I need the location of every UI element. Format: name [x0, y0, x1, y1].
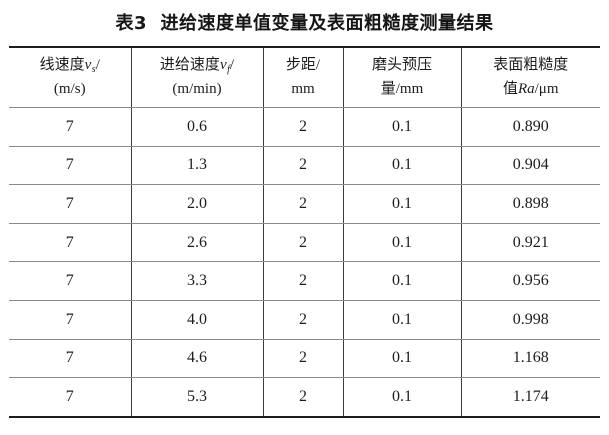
table-header: 线速度vs/ (m/s) 进给速度vf/ (m/min) 步距/ mm 磨头预压… [9, 47, 600, 108]
table-cell: 2 [262, 339, 343, 379]
header-roughness-label: 表面粗糙度 [493, 57, 569, 74]
header-linear-speed: 线速度vs/ (m/s) [9, 47, 131, 108]
table-cell: 2 [262, 223, 343, 263]
table-cell: 0.956 [460, 261, 600, 301]
table-cell: 2 [262, 300, 343, 340]
header-feed-speed-symbol: v [219, 57, 227, 74]
table-cell: 4.0 [130, 300, 263, 340]
table-cell: 0.921 [460, 223, 600, 263]
table-cell: 7 [9, 107, 131, 147]
table-cell: 1.3 [130, 146, 263, 186]
table-cell: 2 [262, 261, 343, 301]
header-feed-speed-subscript: f [227, 64, 230, 76]
table-cell: 2.0 [130, 184, 263, 224]
header-preload: 磨头预压 量/mm [342, 47, 461, 108]
table-cell: 7 [9, 339, 131, 379]
table-cell: 3.3 [130, 261, 263, 301]
table-cell: 7 [65, 387, 74, 405]
header-feed-speed: 进给速度vf/ (m/min) [130, 47, 263, 108]
table-cell: 2 [262, 107, 343, 147]
header-roughness: 表面粗糙度 值Ra/μm [460, 47, 600, 108]
header-linear-speed-label: 线速度 [39, 57, 85, 74]
table-row: 7 2.6 2 0.1 0.921 [9, 223, 600, 263]
table-cell: 0.1 [342, 377, 461, 417]
measurement-table: 线速度vs/ (m/s) 进给速度vf/ (m/min) 步距/ mm 磨头预压… [9, 46, 600, 418]
table-cell: 0.1 [342, 146, 461, 186]
header-preload-unit: 量/mm [380, 80, 424, 97]
table-cell: 0.1 [342, 261, 461, 301]
table-cell: 0.998 [460, 300, 600, 340]
table-row: 7 4.0 2 0.1 0.998 [9, 300, 600, 340]
table-cell: 7 [9, 146, 131, 186]
table-cell: 2 [262, 184, 343, 224]
table-cell: 7 [9, 261, 131, 301]
table-cell: 0.1 [342, 223, 461, 263]
table-cell: 0.6 [130, 107, 263, 147]
table-cell: 0.1 [342, 184, 461, 224]
table-cell: 4.6 [130, 339, 263, 379]
header-step-distance-label: 步距/ [285, 57, 321, 74]
table-row: 7 1.3 2 0.1 0.904 [9, 146, 600, 186]
header-feed-speed-slash: / [229, 57, 235, 74]
header-row: 线速度vs/ (m/s) 进给速度vf/ (m/min) 步距/ mm 磨头预压… [9, 47, 600, 108]
table-cell: 7 [9, 184, 131, 224]
table-cell: 0.898 [460, 184, 600, 224]
table-cell: 7 [9, 300, 131, 340]
table-row: 7 3.3 2 0.1 0.956 [9, 261, 600, 301]
table-cell: 2 [262, 377, 343, 417]
table-row: 7 4.6 2 0.1 1.168 [9, 339, 600, 379]
header-roughness-unit: /μm [534, 80, 559, 97]
table-cell: 1.174 [460, 377, 600, 417]
table-cell: 0.1 [342, 339, 461, 379]
table-row: 7 0.6 2 0.1 0.890 [9, 107, 600, 147]
table-cell: 0.890 [460, 107, 600, 147]
header-linear-speed-symbol: v [84, 57, 92, 74]
table-cell: 0.1 [342, 300, 461, 340]
header-roughness-symbol: Ra [517, 80, 535, 97]
header-linear-speed-unit: (m/s) [53, 80, 86, 97]
table-row: 7 5.3 2 0.1 1.174 [9, 377, 600, 417]
header-linear-speed-subscript: s [91, 64, 96, 76]
table-cell: 7 [9, 223, 131, 263]
table-cell: 0.1 [342, 107, 461, 147]
header-linear-speed-slash: / [95, 57, 100, 74]
table-cell: 2.6 [130, 223, 263, 263]
table-cell: 1.168 [460, 339, 600, 379]
header-feed-speed-unit: (m/min) [172, 80, 222, 97]
table-cell: 0.904 [460, 146, 600, 186]
table-row: 7 2.0 2 0.1 0.898 [9, 184, 600, 224]
header-step-distance: 步距/ mm [262, 47, 343, 108]
table-body: 7 0.6 2 0.1 0.890 7 1.3 2 0.1 0.904 7 2.0 2 0.1 0.898 7… [9, 107, 600, 417]
table-cell: 2 [262, 146, 343, 186]
header-preload-label: 磨头预压 [371, 57, 432, 74]
header-step-distance-unit: mm [291, 80, 315, 97]
table-cell: 5.3 [130, 377, 263, 417]
header-roughness-label2: 值 [502, 80, 518, 97]
header-feed-speed-label: 进给速度 [159, 57, 220, 74]
table-caption: 表3 进给速度单值变量及表面粗糙度测量结果 [115, 13, 494, 34]
